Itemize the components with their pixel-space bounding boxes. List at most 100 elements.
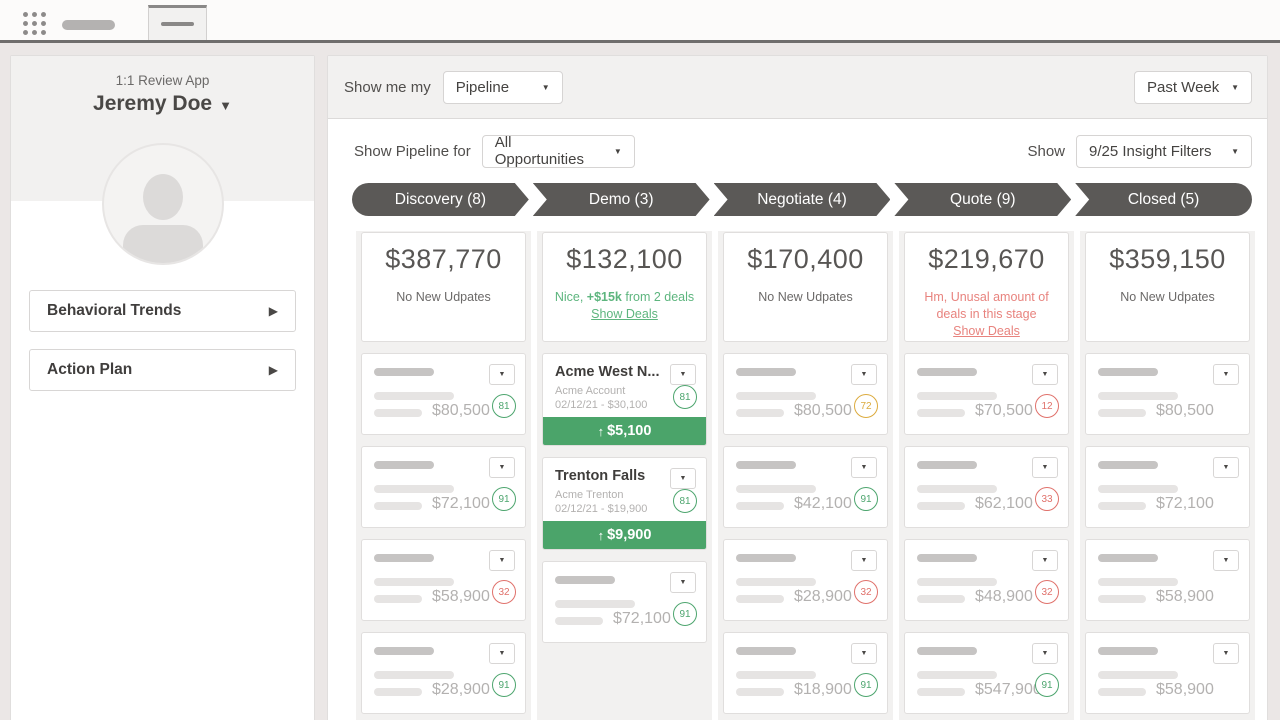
chevron-down-icon: ▼ (679, 579, 687, 586)
deal-amount: $80,500 (794, 402, 852, 419)
deal-card[interactable]: ▼ $80,500 (1085, 353, 1250, 435)
stage-summary-card: $170,400 No New Udpates (723, 232, 888, 342)
chevron-down-icon: ▼ (860, 650, 868, 657)
deal-card[interactable]: ▼ $42,100 91 (723, 446, 888, 528)
deal-detail-placeholder (1098, 671, 1178, 679)
deal-card[interactable]: ▼ $28,900 91 (361, 632, 526, 714)
deal-menu-button[interactable]: ▼ (1213, 364, 1239, 385)
stage-column-demo: $132,100 Nice, +$15k from 2 deals Show Dea… (537, 231, 712, 720)
deal-card[interactable]: ▼ $58,900 (1085, 632, 1250, 714)
deal-menu-button[interactable]: ▼ (489, 364, 515, 385)
active-tab[interactable] (148, 5, 207, 40)
person-icon (142, 174, 183, 220)
deal-card[interactable]: ▼ $72,100 (1085, 446, 1250, 528)
view-dropdown-value: Pipeline (455, 78, 510, 96)
deal-card[interactable]: ▼ $72,100 91 (361, 446, 526, 528)
deal-name-placeholder (736, 461, 796, 469)
user-selector[interactable]: Jeremy Doe ▼ (11, 92, 314, 116)
show-deals-link[interactable]: Show Deals (953, 323, 1020, 338)
deal-amount: $547,900 (975, 681, 1042, 698)
stage-tab-quote[interactable]: Quote (9) (894, 183, 1071, 216)
deal-detail-placeholder (736, 671, 816, 679)
deal-card[interactable]: ▼ $72,100 91 (542, 561, 707, 643)
stage-tab-demo[interactable]: Demo (3) (533, 183, 710, 216)
deal-detail-placeholder (374, 409, 422, 417)
opportunities-dropdown[interactable]: All Opportunities ▼ (481, 134, 635, 168)
stage-total-amount: $132,100 (566, 244, 683, 274)
deal-score-badge: 91 (1035, 673, 1059, 697)
chevron-down-icon: ▼ (498, 650, 506, 657)
deal-detail-placeholder (555, 600, 635, 608)
deal-detail-placeholder (374, 688, 422, 696)
deal-card-body: Trenton Falls ▼ Acme Trenton 02/12/21 - $19… (543, 458, 706, 521)
insight-filters-dropdown[interactable]: 9/25 Insight Filters ▼ (1076, 134, 1252, 168)
deal-detail-placeholder (917, 671, 997, 679)
stage-tab-closed[interactable]: Closed (5) (1075, 183, 1252, 216)
deal-detail-placeholder (374, 392, 454, 400)
deal-menu-button[interactable]: ▼ (489, 643, 515, 664)
deal-card[interactable]: ▼ $18,900 91 (723, 632, 888, 714)
deal-menu-button[interactable]: ▼ (851, 364, 877, 385)
deal-menu-button[interactable]: ▼ (851, 550, 877, 571)
inactive-tab[interactable] (62, 20, 115, 30)
chevron-down-icon: ▼ (1041, 650, 1049, 657)
chevron-down-icon: ▼ (219, 98, 232, 113)
deal-card[interactable]: ▼ $80,500 81 (361, 353, 526, 435)
show-deals-link[interactable]: Show Deals (591, 306, 658, 321)
deal-detail-placeholder (1098, 392, 1178, 400)
deal-card[interactable]: ▼ $28,900 32 (723, 539, 888, 621)
behavioral-trends-button[interactable]: Behavioral Trends ▶ (29, 290, 296, 332)
deal-menu-button[interactable]: ▼ (489, 550, 515, 571)
deal-detail-placeholder (917, 578, 997, 586)
deal-score-badge: 12 (1035, 394, 1059, 418)
view-dropdown[interactable]: Pipeline ▼ (442, 70, 563, 104)
deal-score-badge: 72 (854, 394, 878, 418)
deal-card[interactable]: ▼ $62,100 33 (904, 446, 1069, 528)
deal-name-placeholder (917, 554, 977, 562)
app-grid-icon[interactable] (21, 10, 48, 37)
deal-menu-button[interactable]: ▼ (1213, 550, 1239, 571)
chevron-down-icon: ▼ (1222, 371, 1230, 378)
stage-tab-discovery[interactable]: Discovery (8) (352, 183, 529, 216)
chevron-down-icon: ▼ (541, 82, 550, 92)
deal-score-badge: 91 (492, 673, 516, 697)
deal-menu-button[interactable]: ▼ (1032, 457, 1058, 478)
status-text: Nice, (554, 290, 587, 304)
deal-name-placeholder (736, 368, 796, 376)
deal-card[interactable]: ▼ $70,500 12 (904, 353, 1069, 435)
action-plan-button[interactable]: Action Plan ▶ (29, 349, 296, 391)
deal-name-placeholder (555, 576, 615, 584)
deal-menu-button[interactable]: ▼ (1213, 643, 1239, 664)
deal-amount: $80,500 (1156, 402, 1214, 419)
deal-menu-button[interactable]: ▼ (670, 572, 696, 593)
deal-menu-button[interactable]: ▼ (1032, 550, 1058, 571)
deal-menu-button[interactable]: ▼ (1032, 364, 1058, 385)
deal-date-amount: 02/12/21 - $19,900 (555, 503, 648, 515)
deal-score-badge: 91 (492, 487, 516, 511)
deal-card[interactable]: ▼ $58,900 (1085, 539, 1250, 621)
deal-score-badge: 32 (1035, 580, 1059, 604)
deal-menu-button[interactable]: ▼ (670, 468, 696, 489)
deal-menu-button[interactable]: ▼ (489, 457, 515, 478)
deal-menu-button[interactable]: ▼ (851, 643, 877, 664)
deal-score-badge: 91 (854, 673, 878, 697)
deal-card[interactable]: ▼ $58,900 32 (361, 539, 526, 621)
deal-menu-button[interactable]: ▼ (1032, 643, 1058, 664)
behavioral-trends-label: Behavioral Trends (47, 302, 182, 319)
deal-menu-button[interactable]: ▼ (851, 457, 877, 478)
deal-card[interactable]: Acme West N... ▼ Acme Account 02/12/21 - $3… (542, 353, 707, 446)
status-text: deals in this stage (936, 306, 1037, 321)
deal-menu-button[interactable]: ▼ (670, 364, 696, 385)
deal-detail-placeholder (917, 392, 997, 400)
deal-card[interactable]: ▼ $80,500 72 (723, 353, 888, 435)
deal-amount: $70,500 (975, 402, 1033, 419)
deal-menu-button[interactable]: ▼ (1213, 457, 1239, 478)
stage-tab-negotiate[interactable]: Negotiate (4) (714, 183, 891, 216)
deal-card[interactable]: Trenton Falls ▼ Acme Trenton 02/12/21 - $19… (542, 457, 707, 550)
deal-amount: $72,100 (1156, 495, 1214, 512)
period-dropdown[interactable]: Past Week ▼ (1134, 70, 1252, 104)
deal-card[interactable]: ▼ $48,900 32 (904, 539, 1069, 621)
stage-tab-label: Demo (3) (588, 190, 654, 208)
deal-card[interactable]: ▼ $547,900 91 (904, 632, 1069, 714)
